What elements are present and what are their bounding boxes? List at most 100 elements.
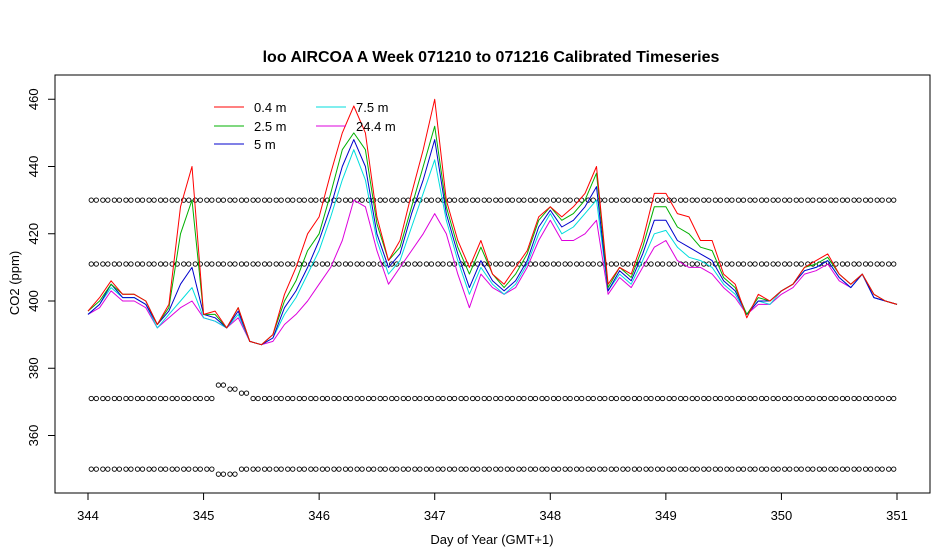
diagnostic-marker	[763, 466, 770, 472]
diagnostic-marker	[475, 197, 481, 203]
diagnostic-marker	[867, 261, 874, 267]
diagnostic-marker	[319, 395, 326, 402]
diagnostic-marker	[250, 261, 256, 267]
diagnostic-marker	[544, 261, 550, 267]
diagnostic-marker	[544, 395, 550, 402]
diagnostic-marker	[296, 197, 302, 203]
diagnostic-marker	[181, 395, 187, 402]
diagnostic-marker	[862, 395, 869, 402]
diagnostic-marker	[146, 395, 152, 402]
diagnostic-marker	[798, 197, 804, 203]
diagnostic-marker	[671, 197, 677, 203]
diagnostic-marker	[324, 395, 331, 402]
diagnostic-marker	[186, 197, 192, 203]
diagnostic-marker	[93, 261, 99, 267]
diagnostic-marker	[446, 395, 453, 402]
diagnostic-marker	[782, 395, 788, 402]
diagnostic-marker	[285, 197, 291, 203]
diagnostic-marker	[874, 261, 880, 267]
diagnostic-marker	[255, 395, 261, 402]
diagnostic-marker	[740, 261, 747, 267]
diagnostic-marker	[509, 395, 515, 402]
diagnostic-marker	[555, 466, 562, 472]
diagnostic-marker	[186, 395, 192, 402]
diagnostic-marker	[261, 395, 268, 402]
diagnostic-marker	[405, 261, 411, 267]
diagnostic-marker	[486, 466, 492, 472]
diagnostic-marker	[493, 466, 499, 472]
diagnostic-marker	[787, 395, 793, 402]
diagnostic-marker	[192, 395, 198, 402]
diagnostic-marker	[417, 261, 423, 267]
diagnostic-marker	[613, 466, 619, 472]
diagnostic-marker	[243, 261, 250, 267]
diagnostic-marker	[146, 261, 152, 267]
diagnostic-marker	[602, 466, 608, 472]
diagnostic-marker	[879, 197, 885, 203]
series-lines	[87, 98, 898, 346]
diagnostic-marker	[839, 261, 846, 267]
diagnostic-marker	[238, 261, 245, 267]
diagnostic-marker	[509, 197, 515, 203]
diagnostic-marker	[382, 395, 388, 402]
diagnostic-marker	[729, 197, 735, 203]
diagnostic-marker	[412, 395, 418, 402]
diagnostic-marker	[451, 395, 458, 402]
diagnostic-marker	[336, 197, 342, 203]
diagnostic-marker	[867, 466, 874, 472]
diagnostic-marker	[139, 261, 146, 267]
diagnostic-marker	[527, 197, 534, 203]
diagnostic-marker	[204, 395, 210, 402]
diagnostic-marker	[261, 261, 268, 267]
diagnostic-marker	[128, 466, 134, 472]
diagnostic-marker	[509, 261, 515, 267]
diagnostic-marker	[151, 466, 157, 472]
diagnostic-marker	[347, 466, 354, 472]
diagnostic-marker	[643, 197, 649, 203]
diagnostic-marker	[701, 466, 707, 472]
diagnostic-marker	[458, 395, 464, 402]
diagnostic-marker	[775, 395, 781, 402]
diagnostic-marker	[608, 466, 614, 472]
diagnostic-marker	[763, 197, 770, 203]
diagnostic-marker	[498, 197, 504, 203]
diagnostic-marker	[758, 261, 765, 267]
diagnostic-marker	[347, 395, 354, 402]
diagnostic-marker	[631, 395, 638, 402]
diagnostic-marker	[810, 197, 816, 203]
diagnostic-marker	[816, 395, 823, 402]
diagnostic-marker	[197, 466, 203, 472]
diagnostic-marker	[625, 197, 631, 203]
diagnostic-marker	[232, 471, 238, 477]
diagnostic-marker	[498, 395, 504, 402]
diagnostic-marker	[729, 261, 735, 267]
diagnostic-marker	[636, 466, 643, 472]
diagnostic-marker	[844, 197, 851, 203]
diagnostic-marker	[394, 261, 400, 267]
diagnostic-marker	[562, 395, 568, 402]
diagnostic-marker	[134, 197, 141, 203]
diagnostic-marker	[833, 197, 839, 203]
diagnostic-marker	[844, 395, 851, 402]
series-line-7-5-m	[87, 149, 898, 346]
diagnostic-marker	[509, 466, 515, 472]
diagnostic-marker	[435, 261, 441, 267]
diagnostic-marker	[689, 466, 695, 472]
diagnostic-marker	[423, 261, 430, 267]
diagnostic-marker	[851, 466, 857, 472]
diagnostic-marker	[278, 261, 284, 267]
diagnostic-marker	[111, 395, 118, 402]
diagnostic-marker	[347, 261, 354, 267]
diagnostic-marker	[654, 395, 661, 402]
diagnostic-marker	[134, 261, 141, 267]
diagnostic-marker	[377, 395, 383, 402]
diagnostic-marker	[105, 466, 111, 472]
diagnostic-marker	[232, 386, 238, 392]
diagnostic-marker	[123, 466, 129, 472]
diagnostic-marker	[555, 197, 562, 203]
diagnostic-marker	[186, 466, 192, 472]
diagnostic-marker	[192, 261, 198, 267]
diagnostic-marker	[532, 466, 539, 472]
diagnostic-marker	[174, 395, 180, 402]
